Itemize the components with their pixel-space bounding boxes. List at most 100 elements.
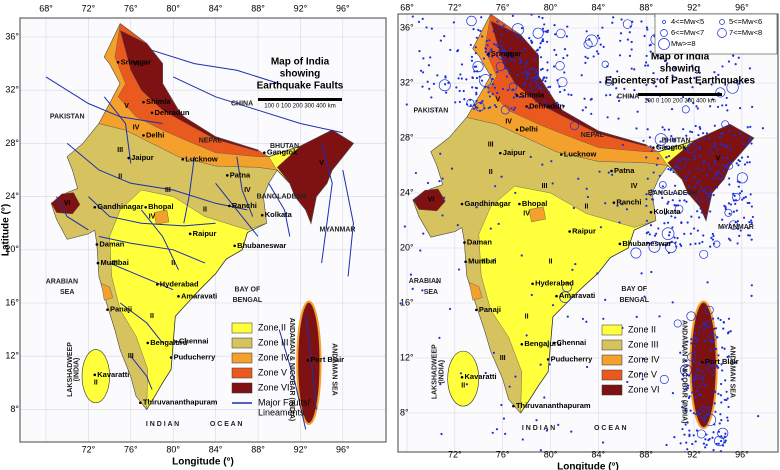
epicenter xyxy=(681,427,684,431)
epicenter xyxy=(673,67,676,70)
epicenter xyxy=(694,350,697,353)
fault-line xyxy=(342,169,354,277)
city-label: Bhopal xyxy=(522,199,547,208)
epicenter xyxy=(726,145,729,148)
epicenter xyxy=(465,78,468,81)
epicenter xyxy=(535,100,538,103)
x-tick-label: 88° xyxy=(639,449,653,459)
epicenter xyxy=(529,155,532,159)
epicenter xyxy=(724,144,727,147)
city-label: Panaji xyxy=(110,305,132,314)
epicenter xyxy=(686,191,689,194)
epicenter xyxy=(601,60,609,68)
epicenter xyxy=(601,441,605,444)
epicenter xyxy=(728,129,731,133)
epicenter xyxy=(646,64,650,67)
epicenter xyxy=(538,87,542,90)
epicenter xyxy=(477,28,480,32)
city-label: Ranchi xyxy=(616,198,641,207)
epicenter xyxy=(750,294,753,297)
epicenter xyxy=(689,130,692,133)
epicenter xyxy=(672,170,675,174)
epicenter xyxy=(732,54,735,57)
epicenter xyxy=(417,20,421,23)
epicenter xyxy=(646,128,649,131)
epicenter xyxy=(485,39,488,43)
epicenter xyxy=(530,41,533,44)
epicenter xyxy=(656,157,659,160)
epicenter xyxy=(685,387,688,390)
epicenter xyxy=(749,193,752,196)
epicenter xyxy=(452,21,455,24)
city-dot xyxy=(96,261,100,265)
epicenter xyxy=(707,163,710,166)
epicenter xyxy=(543,23,546,26)
scale-bar-label: 100 0 100 200 300 400 km xyxy=(644,99,715,105)
epicenter xyxy=(478,109,482,112)
epicenter xyxy=(539,56,543,59)
epicenter xyxy=(471,76,474,80)
epicenter xyxy=(616,96,619,99)
city-label: Hyderabad xyxy=(160,279,199,288)
epicenter xyxy=(500,175,503,178)
epicenter xyxy=(606,65,609,68)
epicenter xyxy=(646,98,649,101)
epicenter xyxy=(478,75,481,78)
fault-line xyxy=(56,196,89,231)
epicenter xyxy=(655,85,658,88)
zone-label: VI xyxy=(505,52,512,59)
x-tick-label: 92° xyxy=(294,3,308,13)
epicenter xyxy=(639,372,642,375)
epicenter xyxy=(687,384,690,387)
legend-label: Zone IV xyxy=(628,354,660,364)
epicenter xyxy=(743,163,747,166)
epicenter xyxy=(536,48,540,51)
epicenter xyxy=(709,365,712,368)
epicenter xyxy=(696,389,699,392)
epicenter xyxy=(711,238,715,241)
epicenter xyxy=(750,284,753,287)
epicenter xyxy=(693,379,696,382)
epicenter xyxy=(724,145,728,148)
legend-label: Zone V xyxy=(628,369,657,379)
epicenter xyxy=(680,244,683,247)
epicenter xyxy=(690,338,693,341)
epicenter xyxy=(465,103,469,106)
epicenter xyxy=(563,89,566,92)
epicenter xyxy=(663,59,667,63)
epicenter xyxy=(566,25,569,28)
epicenter xyxy=(606,116,609,119)
magnitude-symbol xyxy=(719,19,725,25)
y-tick-label: 8° xyxy=(10,404,19,414)
epicenter xyxy=(732,192,735,195)
epicenter xyxy=(682,401,685,404)
epicenter xyxy=(728,220,739,230)
epicenter xyxy=(642,139,645,142)
y-axis-label: Latitude (°) xyxy=(1,204,12,256)
epicenter xyxy=(480,16,483,19)
epicenter xyxy=(492,258,495,262)
epicenter xyxy=(448,307,452,311)
epicenter xyxy=(521,438,524,441)
city-dot xyxy=(559,153,563,156)
epicenter xyxy=(711,363,715,366)
epicenter xyxy=(535,70,539,74)
city-dot xyxy=(263,151,266,155)
x-tick-label: 88° xyxy=(251,444,265,454)
zone-label: II xyxy=(171,260,175,267)
epicenter xyxy=(715,87,726,98)
epicenter xyxy=(522,83,526,86)
epicenter xyxy=(726,81,739,94)
epicenter xyxy=(669,169,672,172)
epicenter xyxy=(704,446,707,449)
magnitude-label: 5<=Mw<6 xyxy=(729,17,762,26)
epicenter xyxy=(691,442,694,446)
epicenter xyxy=(725,96,728,100)
city-label: Gandhinagar xyxy=(465,199,511,208)
epicenter xyxy=(723,347,726,350)
epicenter xyxy=(399,302,402,305)
epicenter xyxy=(699,412,702,415)
city-label: Raipur xyxy=(572,226,596,235)
fault-line xyxy=(98,236,206,264)
epicenter xyxy=(486,44,489,47)
